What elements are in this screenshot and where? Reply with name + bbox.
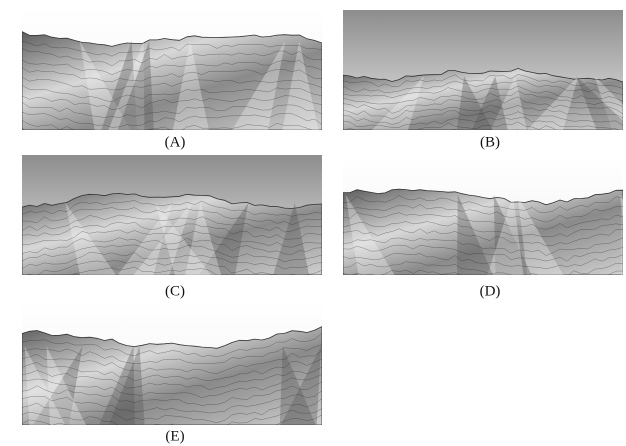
panel-label: (D) (480, 283, 501, 299)
panel-label: (C) (165, 283, 185, 299)
terrain-image (22, 300, 322, 445)
terrain-image (22, 8, 322, 155)
panel-label: (E) (165, 428, 184, 444)
terrain-image (22, 155, 322, 300)
terrain-image (343, 155, 626, 303)
figure: (A) (B) (C) (D) (E) (0, 0, 626, 446)
terrain-panel: (B) (343, 10, 626, 154)
terrain-panel: (A) (22, 8, 322, 155)
terrain-panel: (C) (22, 155, 322, 300)
terrain-image (343, 10, 626, 154)
panel-label: (A) (165, 134, 186, 150)
panel-label: (B) (480, 134, 500, 150)
terrain-panel: (D) (343, 155, 626, 303)
terrain-panel: (E) (22, 300, 322, 445)
